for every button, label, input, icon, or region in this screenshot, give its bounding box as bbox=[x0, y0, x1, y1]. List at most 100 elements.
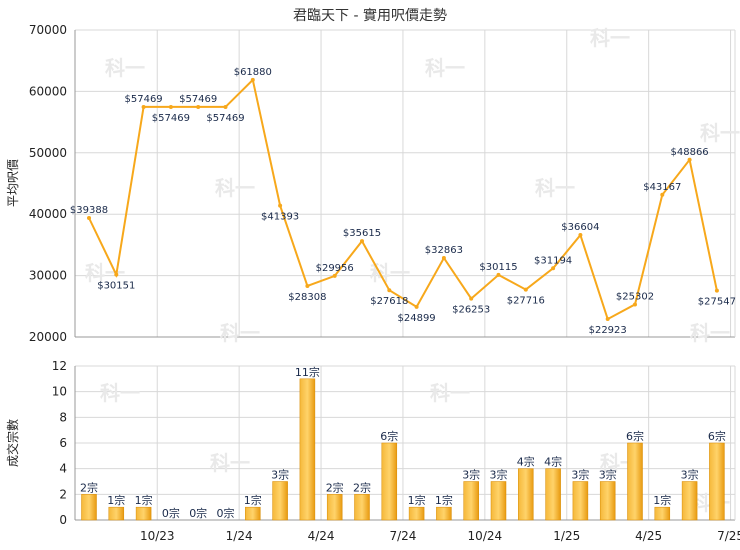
line-point bbox=[114, 272, 119, 277]
watermark: 科一 bbox=[425, 56, 465, 80]
count-bar bbox=[463, 481, 479, 521]
line-data-label: $27547 bbox=[698, 297, 736, 308]
line-data-label: $22923 bbox=[589, 325, 627, 336]
count-bar bbox=[518, 468, 534, 521]
count-bar bbox=[545, 468, 561, 521]
bar-data-label: 2宗 bbox=[353, 480, 371, 494]
line-data-label: $28308 bbox=[288, 292, 326, 303]
line-y-tick-label: 60000 bbox=[29, 84, 67, 98]
bar-y-tick-label: 4 bbox=[59, 462, 67, 476]
line-point bbox=[551, 266, 556, 271]
line-y-tick-label: 70000 bbox=[29, 23, 67, 37]
line-point bbox=[387, 288, 392, 293]
line-point bbox=[441, 256, 446, 261]
line-data-label: $43167 bbox=[643, 182, 681, 193]
line-point bbox=[196, 104, 201, 109]
watermark: 科一 bbox=[220, 321, 260, 345]
bar-data-label: 3宗 bbox=[490, 468, 508, 482]
bar-data-label: 6宗 bbox=[708, 429, 726, 443]
bar-y-tick-label: 12 bbox=[52, 359, 67, 373]
line-data-label: $30115 bbox=[479, 262, 517, 273]
bar-data-label: 0宗 bbox=[189, 506, 207, 520]
bar-x-tick-label: 10/24 bbox=[468, 529, 503, 543]
watermark: 科一 bbox=[535, 176, 575, 200]
line-data-label: $57469 bbox=[152, 113, 190, 124]
line-data-label: $61880 bbox=[234, 67, 272, 78]
bar-data-label: 0宗 bbox=[162, 506, 180, 520]
count-bar bbox=[326, 494, 343, 521]
line-point bbox=[414, 304, 419, 309]
watermark: 科一 bbox=[215, 176, 255, 200]
line-point bbox=[660, 192, 665, 197]
line-data-label: $26253 bbox=[452, 305, 490, 316]
count-bar bbox=[81, 494, 97, 521]
watermark: 科一 bbox=[690, 321, 730, 345]
bar-x-tick-label: 1/24 bbox=[226, 529, 253, 543]
bar-x-tick-label: 10/23 bbox=[140, 529, 175, 543]
count-bar bbox=[354, 494, 370, 521]
line-point bbox=[496, 272, 501, 277]
line-point bbox=[305, 283, 310, 288]
line-point bbox=[714, 288, 719, 293]
line-data-label: $27716 bbox=[507, 296, 545, 307]
count-bar bbox=[627, 442, 643, 521]
count-bar bbox=[599, 481, 616, 521]
bar-data-label: 1宗 bbox=[135, 493, 153, 507]
bar-data-label: 2宗 bbox=[80, 480, 98, 494]
line-point bbox=[469, 296, 474, 301]
bar-data-label: 0宗 bbox=[217, 506, 235, 520]
bar-x-tick-label: 4/24 bbox=[308, 529, 335, 543]
bar-y-label: 成交宗數 bbox=[5, 419, 20, 467]
price-series-line bbox=[88, 77, 718, 321]
bar-data-label: 2宗 bbox=[326, 480, 344, 494]
bar-data-label: 4宗 bbox=[544, 455, 562, 469]
line-y-tick-label: 50000 bbox=[29, 146, 67, 160]
line-point bbox=[141, 104, 146, 109]
line-point bbox=[605, 317, 610, 322]
line-point bbox=[360, 239, 364, 244]
count-bar bbox=[408, 506, 425, 521]
bar-data-label: 3宗 bbox=[599, 468, 617, 482]
line-data-labels: $39388 $30151 $57469 $57469 $57469 $57469 $618… bbox=[70, 67, 736, 336]
bar-y-tick-label: 2 bbox=[59, 487, 67, 501]
bar-x-tick-label: 7/24 bbox=[389, 529, 416, 543]
line-data-label: $57469 bbox=[125, 94, 163, 105]
line-data-label: $27618 bbox=[370, 296, 408, 307]
bar-data-label: 11宗 bbox=[295, 365, 320, 379]
count-bar bbox=[272, 481, 288, 521]
line-data-label: $24899 bbox=[398, 313, 436, 324]
line-point bbox=[633, 302, 637, 307]
line-data-label: $25302 bbox=[616, 291, 654, 302]
line-data-label: $31194 bbox=[534, 255, 572, 266]
line-y-ticks: 20000 30000 40000 50000 60000 70000 bbox=[29, 23, 67, 344]
line-point bbox=[223, 104, 228, 109]
line-y-tick-label: 40000 bbox=[29, 207, 67, 221]
watermark: 科一 bbox=[700, 121, 740, 145]
bar-y-tick-label: 6 bbox=[59, 436, 67, 450]
line-point bbox=[278, 203, 283, 208]
line-data-label: $30151 bbox=[97, 281, 135, 292]
bars bbox=[81, 378, 725, 521]
bar-y-tick-label: 8 bbox=[59, 410, 67, 424]
chart-title: 君臨天下 - 實用呎價走勢 bbox=[293, 7, 447, 24]
bar-data-label: 1宗 bbox=[107, 493, 125, 507]
line-point bbox=[168, 104, 173, 109]
line-point bbox=[523, 287, 528, 292]
bar-data-label: 4宗 bbox=[517, 455, 535, 469]
count-bar bbox=[108, 506, 125, 521]
bar-x-tick-label: 7/25 bbox=[717, 529, 740, 543]
line-point bbox=[578, 233, 583, 238]
watermark: 科一 bbox=[590, 26, 630, 50]
line-point bbox=[87, 215, 91, 220]
bar-data-label: 3宗 bbox=[681, 468, 699, 482]
line-data-label: $41393 bbox=[261, 212, 299, 223]
line-data-label: $39388 bbox=[70, 205, 108, 216]
count-bar bbox=[299, 378, 316, 521]
bar-data-label: 3宗 bbox=[462, 468, 480, 482]
line-plot-area bbox=[75, 30, 735, 337]
bar-y-ticks: 0 2 4 6 8 10 12 bbox=[52, 359, 67, 527]
line-point bbox=[687, 157, 692, 162]
line-point bbox=[332, 273, 337, 278]
